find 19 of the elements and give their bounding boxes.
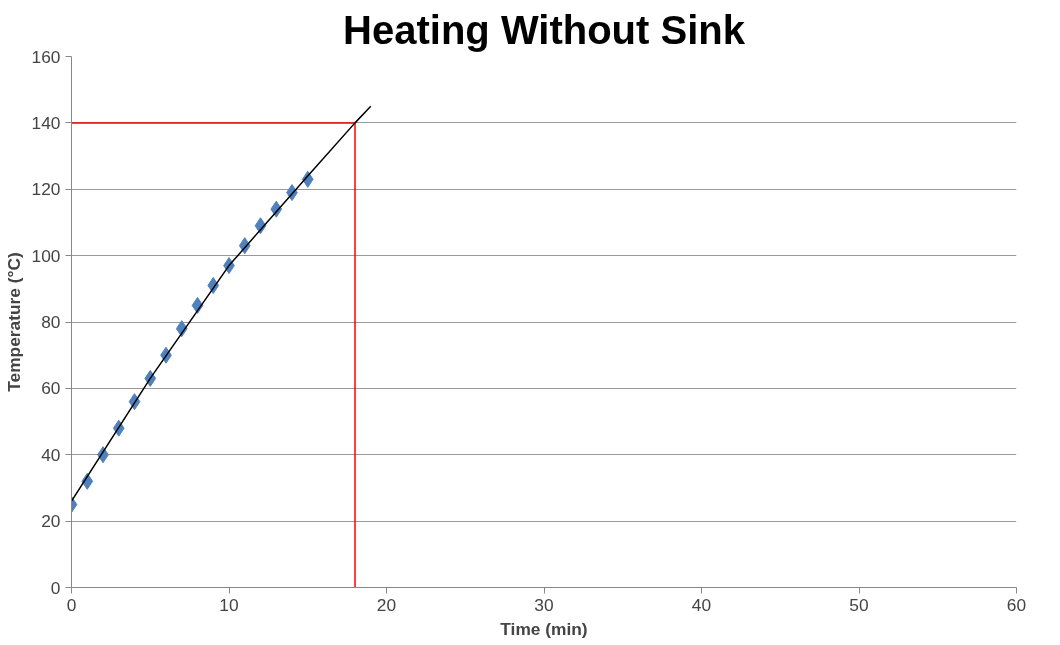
x-tick-label: 40 — [691, 594, 712, 615]
y-tick-label: 100 — [31, 245, 61, 266]
y-tick-label: 120 — [31, 179, 61, 200]
x-axis-title: Time (min) — [500, 618, 588, 639]
x-tick-label: 10 — [219, 594, 239, 615]
y-tick-label: 60 — [41, 378, 61, 399]
x-tick-label: 50 — [849, 594, 869, 615]
y-tick-label: 160 — [31, 46, 61, 67]
x-tick-label: 0 — [66, 594, 77, 615]
x-tick-label: 60 — [1006, 594, 1027, 615]
y-axis-title: Temperature (°C) — [3, 252, 24, 392]
x-tick-label: 30 — [534, 594, 554, 615]
y-tick-label: 140 — [31, 112, 61, 133]
x-tick-label: 20 — [376, 594, 397, 615]
y-tick-label: 20 — [41, 511, 61, 532]
y-tick-label: 40 — [41, 444, 61, 465]
y-tick-label: 0 — [50, 577, 61, 598]
chart-title: Heating Without Sink — [343, 7, 746, 52]
y-tick-label: 80 — [41, 312, 61, 332]
